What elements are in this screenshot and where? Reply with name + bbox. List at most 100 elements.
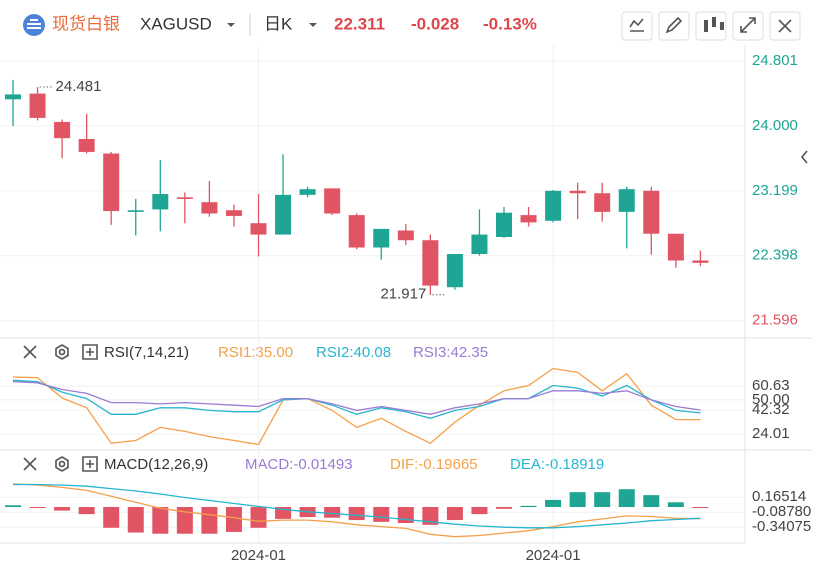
histogram-bar <box>152 507 169 534</box>
histogram-bar <box>692 507 709 509</box>
expand-indicator[interactable] <box>82 456 98 472</box>
y-tick-label: 24.000 <box>752 117 798 134</box>
indicator-line <box>12 379 701 419</box>
candle-body <box>569 190 586 194</box>
candle-body <box>496 212 512 237</box>
chart-type-button[interactable] <box>695 11 727 41</box>
symbol-code: XAGUSD <box>140 14 212 33</box>
histogram-bar <box>545 499 562 508</box>
histogram-bar <box>225 507 242 532</box>
candle-body <box>103 153 120 212</box>
y-tick-label: -0.34075 <box>752 518 811 535</box>
candle-body <box>667 233 684 261</box>
candle-body <box>692 260 709 263</box>
legend-entry: DIF:-0.19665 <box>390 456 478 473</box>
candle-body <box>176 197 193 199</box>
candle-body <box>446 253 463 288</box>
period-selector[interactable]: 日K <box>264 14 317 33</box>
legend-entry: RSI1:35.00 <box>218 344 293 361</box>
candle-body <box>545 190 562 221</box>
dropdown-arrow <box>309 23 317 27</box>
indicator-line <box>12 380 701 415</box>
histogram-bar <box>594 492 611 508</box>
close-button[interactable] <box>769 11 801 41</box>
candle-body <box>643 190 660 234</box>
histogram-bar <box>250 507 267 528</box>
candle-body <box>520 215 537 223</box>
histogram-bar <box>569 492 586 508</box>
grid <box>0 45 745 543</box>
fullscreen-button[interactable] <box>732 11 764 41</box>
annotation-label: 21.917 <box>380 286 426 303</box>
histogram-bar <box>348 507 365 521</box>
candle-body <box>127 210 144 212</box>
candle-body <box>54 121 71 139</box>
y-tick-label: 0.16514 <box>752 488 806 505</box>
histogram-bar <box>275 507 292 519</box>
draw-button[interactable] <box>658 11 690 41</box>
histogram-bar <box>422 507 439 525</box>
candle-body <box>397 230 414 241</box>
histogram-bar <box>103 507 120 528</box>
y-tick-label: 24.801 <box>752 52 798 69</box>
indicator-line <box>12 483 701 538</box>
candle-body <box>373 228 390 248</box>
symbol-selector[interactable]: 现货白银 XAGUSD <box>23 14 235 36</box>
annotation-label: 24.481 <box>56 78 102 95</box>
y-tick-label: 42.32 <box>752 401 790 418</box>
symbol-name: 现货白银 <box>52 14 120 33</box>
indicator-settings[interactable] <box>55 456 69 472</box>
histogram-bar <box>667 502 684 508</box>
candle-body <box>299 189 316 195</box>
histogram-bar <box>471 507 488 515</box>
price: 22.311 <box>334 14 385 33</box>
candle-body <box>471 234 488 254</box>
candle-body <box>324 188 341 214</box>
histogram-bar <box>78 507 95 515</box>
histogram-bar <box>520 505 537 508</box>
remove-indicator[interactable] <box>23 345 37 359</box>
y-tick-label: 24.01 <box>752 425 790 442</box>
collapse-arrow[interactable] <box>800 150 808 164</box>
toolbar <box>621 11 801 41</box>
candle-body <box>225 210 242 216</box>
histogram-bar <box>29 507 46 509</box>
histogram-bar <box>5 505 21 508</box>
y-tick-label: 50.00 <box>752 391 790 408</box>
histogram-bar <box>373 507 390 522</box>
histogram-bar <box>618 489 635 508</box>
period: 日K <box>264 14 293 33</box>
y-tick-label: -0.08780 <box>752 503 811 520</box>
candle-body <box>618 189 635 212</box>
histogram-bar <box>446 507 463 521</box>
legend-entry: RSI2:40.08 <box>316 344 391 361</box>
histogram-bar <box>54 507 71 511</box>
indicator-settings[interactable] <box>55 344 69 360</box>
candle-body <box>348 215 365 248</box>
remove-indicator[interactable] <box>23 457 37 471</box>
candle-body <box>594 193 611 212</box>
change: -0.028 <box>411 14 459 33</box>
candle-body <box>422 240 439 286</box>
indicator-title: RSI(7,14,21) <box>104 344 189 361</box>
histogram-bar <box>643 495 660 508</box>
x-tick-label: 2024-01 <box>231 547 286 564</box>
histogram-bar <box>496 507 512 509</box>
y-tick-label: 21.596 <box>752 312 798 329</box>
candle-body <box>250 223 267 235</box>
legend-entry: MACD:-0.01493 <box>245 456 353 473</box>
y-tick-label: 22.398 <box>752 247 798 264</box>
candle-body <box>78 138 95 152</box>
candle-body <box>29 93 46 118</box>
indicator-line <box>12 367 701 446</box>
candle-body <box>5 94 21 100</box>
legend-entry: DEA:-0.18919 <box>510 456 604 473</box>
legend-entry: RSI3:42.35 <box>413 344 488 361</box>
change-pct: -0.13% <box>483 14 537 33</box>
expand-indicator[interactable] <box>82 344 98 360</box>
logo-glyph <box>27 19 41 29</box>
indicator-title: MACD(12,26,9) <box>104 456 208 473</box>
indicator-button[interactable] <box>621 11 653 41</box>
